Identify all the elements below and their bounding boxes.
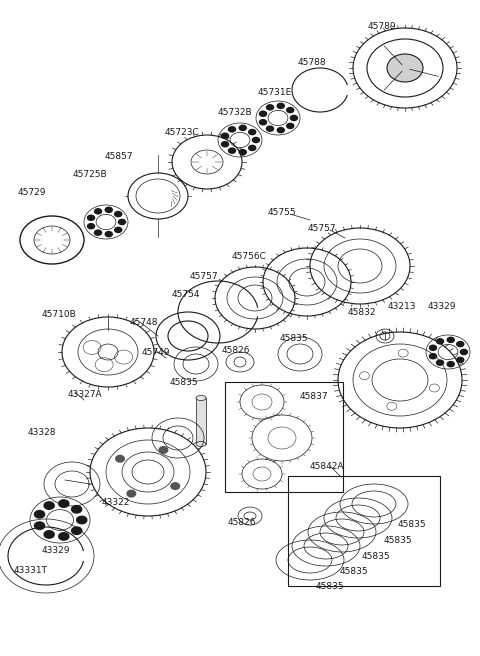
- Text: 45857: 45857: [105, 152, 133, 161]
- Ellipse shape: [58, 532, 70, 541]
- Bar: [288, 476, 440, 586]
- Text: 43329: 43329: [428, 302, 456, 311]
- Ellipse shape: [114, 227, 122, 233]
- Text: 45835: 45835: [170, 378, 199, 387]
- Text: 43327A: 43327A: [68, 390, 103, 399]
- Ellipse shape: [446, 337, 455, 343]
- Ellipse shape: [239, 149, 247, 155]
- Ellipse shape: [228, 148, 236, 154]
- Ellipse shape: [259, 119, 267, 125]
- Ellipse shape: [94, 208, 102, 215]
- Ellipse shape: [387, 54, 423, 82]
- Ellipse shape: [252, 136, 260, 143]
- Ellipse shape: [456, 357, 465, 363]
- Text: 45732B: 45732B: [218, 108, 252, 117]
- Text: 45832: 45832: [348, 308, 376, 317]
- Ellipse shape: [115, 455, 125, 462]
- Ellipse shape: [170, 482, 180, 490]
- Ellipse shape: [43, 501, 55, 510]
- Text: 43213: 43213: [388, 302, 417, 311]
- Text: 45835: 45835: [398, 520, 427, 529]
- Text: 43329: 43329: [42, 546, 71, 555]
- Text: 45835: 45835: [316, 582, 345, 591]
- Ellipse shape: [239, 125, 247, 131]
- Text: 43331T: 43331T: [14, 566, 48, 575]
- Text: 45749: 45749: [142, 348, 170, 357]
- Text: 45757: 45757: [190, 272, 218, 281]
- Ellipse shape: [94, 230, 102, 236]
- Ellipse shape: [456, 341, 465, 347]
- Ellipse shape: [34, 522, 45, 530]
- Text: 45725B: 45725B: [73, 170, 108, 179]
- Ellipse shape: [34, 510, 45, 519]
- Ellipse shape: [248, 129, 256, 135]
- Ellipse shape: [276, 127, 285, 133]
- Ellipse shape: [248, 145, 256, 151]
- Ellipse shape: [266, 104, 274, 111]
- Text: 45835: 45835: [280, 334, 309, 343]
- Ellipse shape: [276, 102, 285, 109]
- Ellipse shape: [196, 441, 206, 447]
- Ellipse shape: [266, 125, 274, 132]
- Bar: [196, 398, 206, 444]
- Ellipse shape: [196, 396, 206, 401]
- Text: 45723C: 45723C: [165, 128, 200, 137]
- Text: 45710B: 45710B: [42, 310, 77, 319]
- Text: 45826: 45826: [228, 518, 256, 527]
- Text: 45756C: 45756C: [232, 252, 267, 261]
- Ellipse shape: [286, 123, 294, 129]
- Ellipse shape: [436, 338, 444, 344]
- Ellipse shape: [228, 126, 236, 133]
- Text: 45754: 45754: [172, 290, 201, 299]
- Ellipse shape: [43, 530, 55, 539]
- Text: 45837: 45837: [300, 392, 329, 401]
- Ellipse shape: [460, 349, 468, 356]
- Text: 45835: 45835: [362, 552, 391, 561]
- Ellipse shape: [105, 231, 113, 237]
- Ellipse shape: [126, 489, 136, 498]
- Ellipse shape: [158, 446, 168, 454]
- Text: 45835: 45835: [340, 567, 369, 576]
- Ellipse shape: [58, 499, 70, 508]
- Ellipse shape: [221, 141, 229, 148]
- Ellipse shape: [87, 215, 95, 221]
- Ellipse shape: [87, 223, 95, 230]
- Ellipse shape: [286, 107, 294, 113]
- Text: 45748: 45748: [130, 318, 158, 327]
- Ellipse shape: [71, 505, 83, 514]
- Text: 45826: 45826: [222, 346, 251, 355]
- Ellipse shape: [76, 516, 87, 524]
- Ellipse shape: [436, 359, 444, 366]
- Text: 45731E: 45731E: [258, 88, 292, 97]
- Text: 45842A: 45842A: [310, 462, 345, 471]
- Text: 43328: 43328: [28, 428, 57, 437]
- Ellipse shape: [290, 115, 298, 121]
- Text: 45788: 45788: [298, 58, 326, 67]
- Ellipse shape: [114, 211, 122, 217]
- Ellipse shape: [429, 353, 437, 359]
- Text: 45755: 45755: [268, 208, 297, 217]
- Ellipse shape: [259, 110, 267, 117]
- Ellipse shape: [429, 344, 437, 351]
- Text: 45789: 45789: [368, 22, 396, 31]
- Bar: [225, 382, 343, 492]
- Text: 45757: 45757: [308, 224, 336, 233]
- Text: 43322: 43322: [102, 498, 131, 507]
- Ellipse shape: [71, 526, 83, 535]
- Ellipse shape: [446, 361, 455, 367]
- Ellipse shape: [221, 133, 229, 139]
- Ellipse shape: [118, 218, 126, 225]
- Text: 45729: 45729: [18, 188, 47, 197]
- Ellipse shape: [105, 207, 113, 213]
- Text: 45835: 45835: [384, 536, 413, 545]
